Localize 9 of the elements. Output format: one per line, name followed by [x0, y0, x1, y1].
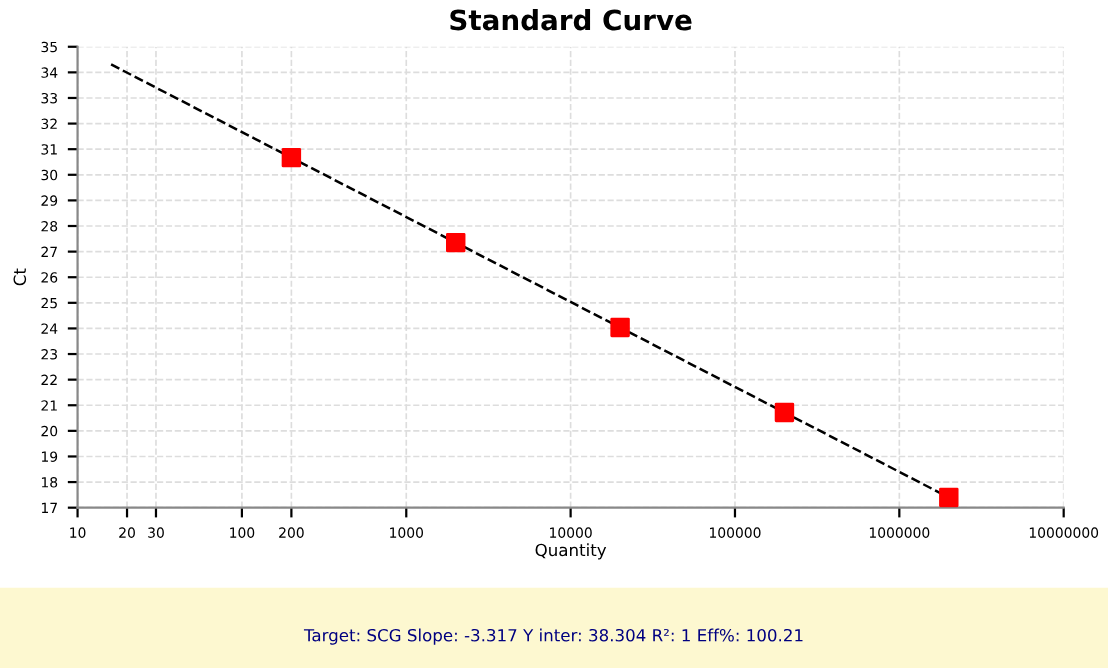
point [939, 487, 959, 508]
point [446, 232, 466, 253]
y-axis-title: Ct [13, 268, 27, 286]
point [610, 317, 630, 338]
point [774, 402, 795, 423]
text: Target: SCG Slope: -3.317 Y inter: 38.304 R²: 1 Eff%: 100.21 [303, 628, 803, 645]
chart-title: Standard Curve [450, 8, 692, 31]
point [281, 147, 302, 168]
x-axis-title: Quantity [535, 543, 607, 560]
